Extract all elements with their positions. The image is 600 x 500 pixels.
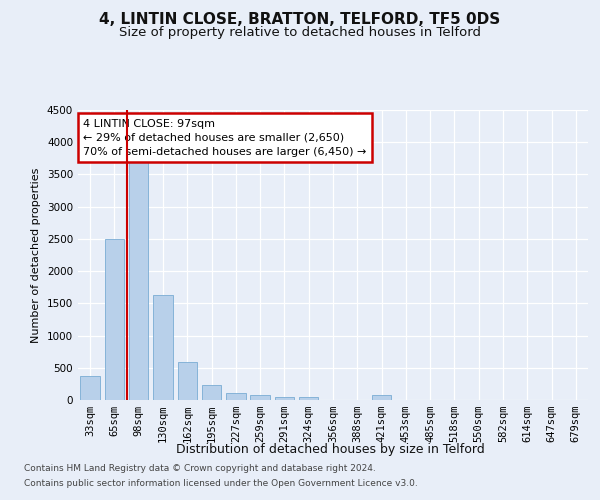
- Bar: [105, 239, 124, 400]
- Text: Size of property relative to detached houses in Telford: Size of property relative to detached ho…: [119, 26, 481, 39]
- Bar: [80, 376, 100, 400]
- Text: Distribution of detached houses by size in Telford: Distribution of detached houses by size …: [176, 442, 484, 456]
- Text: 4 LINTIN CLOSE: 97sqm
← 29% of detached houses are smaller (2,650)
70% of semi-d: 4 LINTIN CLOSE: 97sqm ← 29% of detached …: [83, 118, 367, 156]
- Bar: [250, 396, 270, 400]
- Bar: [202, 385, 221, 400]
- Bar: [178, 362, 197, 400]
- Bar: [299, 398, 319, 400]
- Bar: [129, 160, 148, 400]
- Bar: [226, 393, 245, 400]
- Text: Contains public sector information licensed under the Open Government Licence v3: Contains public sector information licen…: [24, 479, 418, 488]
- Bar: [372, 396, 391, 400]
- Text: Contains HM Land Registry data © Crown copyright and database right 2024.: Contains HM Land Registry data © Crown c…: [24, 464, 376, 473]
- Text: 4, LINTIN CLOSE, BRATTON, TELFORD, TF5 0DS: 4, LINTIN CLOSE, BRATTON, TELFORD, TF5 0…: [100, 12, 500, 28]
- Bar: [153, 295, 173, 400]
- Bar: [275, 397, 294, 400]
- Y-axis label: Number of detached properties: Number of detached properties: [31, 168, 41, 342]
